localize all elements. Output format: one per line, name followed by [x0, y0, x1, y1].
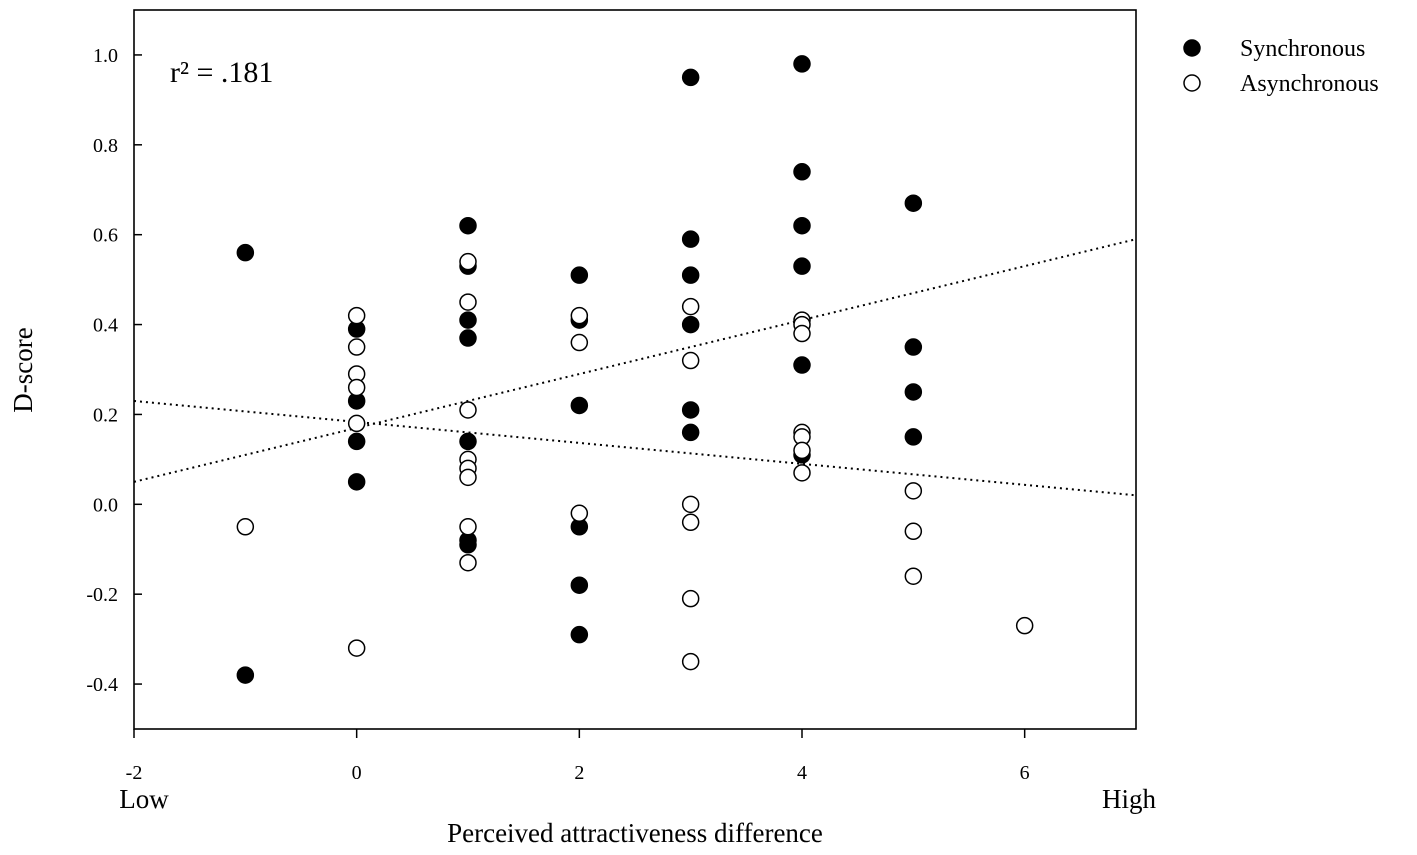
point-synchronous	[793, 55, 811, 73]
point-asynchronous	[459, 293, 477, 311]
point-asynchronous	[681, 589, 700, 608]
x-end-label-high: High	[1102, 784, 1157, 814]
point-asynchronous	[570, 306, 589, 325]
point-asynchronous	[459, 518, 477, 536]
y-tick-label: 0.8	[93, 135, 118, 157]
point-synchronous	[904, 194, 923, 212]
x-tick-label: 4	[797, 762, 807, 784]
point-asynchronous	[681, 495, 700, 514]
point-synchronous	[459, 216, 477, 235]
point-synchronous	[570, 396, 589, 415]
point-synchronous	[236, 243, 255, 262]
point-asynchronous	[681, 513, 700, 532]
point-synchronous	[793, 216, 811, 235]
point-asynchronous	[681, 351, 700, 370]
legend: Synchronous Asynchronous	[1183, 36, 1379, 97]
point-synchronous	[793, 163, 811, 181]
legend-label-asynchronous: Asynchronous	[1240, 71, 1379, 97]
point-synchronous	[681, 68, 700, 87]
x-end-label-low: Low	[119, 784, 169, 814]
point-asynchronous	[681, 652, 700, 671]
y-tick-label: 0.2	[93, 404, 118, 426]
point-synchronous	[904, 428, 923, 446]
legend-marker-asynchronous	[1183, 74, 1201, 92]
x-tick-label: 0	[352, 762, 362, 784]
r-squared-annotation: r² = .181	[170, 56, 273, 89]
y-tick-label: 0.4	[93, 315, 118, 337]
point-synchronous	[681, 423, 700, 442]
x-axis-title: Perceived attractiveness difference	[447, 818, 823, 848]
point-synchronous	[570, 576, 589, 594]
point-asynchronous	[459, 468, 477, 487]
point-asynchronous	[793, 441, 811, 460]
point-synchronous	[570, 625, 589, 644]
point-synchronous	[904, 383, 923, 401]
y-tick-label: 0.0	[93, 494, 118, 516]
point-synchronous	[459, 311, 477, 329]
x-tick-label: -2	[126, 762, 143, 784]
point-synchronous	[236, 666, 255, 684]
y-tick-label: 1.0	[93, 45, 118, 67]
x-tick-label: 6	[1020, 762, 1030, 784]
point-asynchronous	[459, 401, 477, 419]
point-asynchronous	[236, 518, 255, 536]
x-tick-label: 2	[574, 762, 584, 784]
point-asynchronous	[793, 464, 811, 482]
y-tick-label: 0.6	[93, 225, 118, 247]
point-synchronous	[681, 266, 700, 284]
point-synchronous	[793, 257, 811, 275]
point-synchronous	[681, 401, 700, 419]
point-asynchronous	[681, 297, 700, 316]
point-asynchronous	[347, 306, 366, 325]
point-asynchronous	[904, 482, 923, 500]
y-axis-title: D-score	[8, 327, 38, 412]
y-axis: -0.4 -0.2 0.0 0.2 0.4 0.6 0.8 1.0	[86, 45, 142, 696]
point-asynchronous	[793, 324, 811, 343]
point-asynchronous	[570, 333, 589, 352]
point-synchronous	[347, 473, 366, 491]
y-tick-label: -0.4	[86, 674, 118, 696]
point-asynchronous	[904, 567, 923, 585]
point-synchronous	[681, 230, 700, 248]
point-asynchronous	[347, 639, 366, 657]
point-asynchronous	[347, 414, 366, 433]
legend-label-synchronous: Synchronous	[1240, 36, 1365, 62]
point-asynchronous	[1015, 616, 1034, 635]
points-layer	[236, 55, 1034, 684]
point-synchronous	[459, 536, 477, 554]
point-synchronous	[681, 315, 700, 334]
point-synchronous	[459, 329, 477, 347]
point-asynchronous	[347, 378, 366, 397]
point-synchronous	[793, 356, 811, 374]
point-synchronous	[347, 432, 366, 451]
y-tick-label: -0.2	[86, 584, 118, 606]
plot-area-frame	[133, 9, 1137, 730]
point-asynchronous	[347, 338, 366, 356]
point-synchronous	[570, 266, 589, 284]
point-synchronous	[459, 432, 477, 451]
point-synchronous	[904, 338, 923, 356]
trendline-layer	[133, 238, 1137, 497]
point-asynchronous	[570, 504, 589, 523]
x-axis: -2 0 2 4 6	[126, 729, 1030, 784]
trendline-synchronous	[133, 238, 1137, 483]
legend-marker-synchronous	[1183, 39, 1201, 57]
point-asynchronous	[904, 522, 923, 541]
point-asynchronous	[459, 252, 477, 271]
point-asynchronous	[459, 553, 477, 572]
